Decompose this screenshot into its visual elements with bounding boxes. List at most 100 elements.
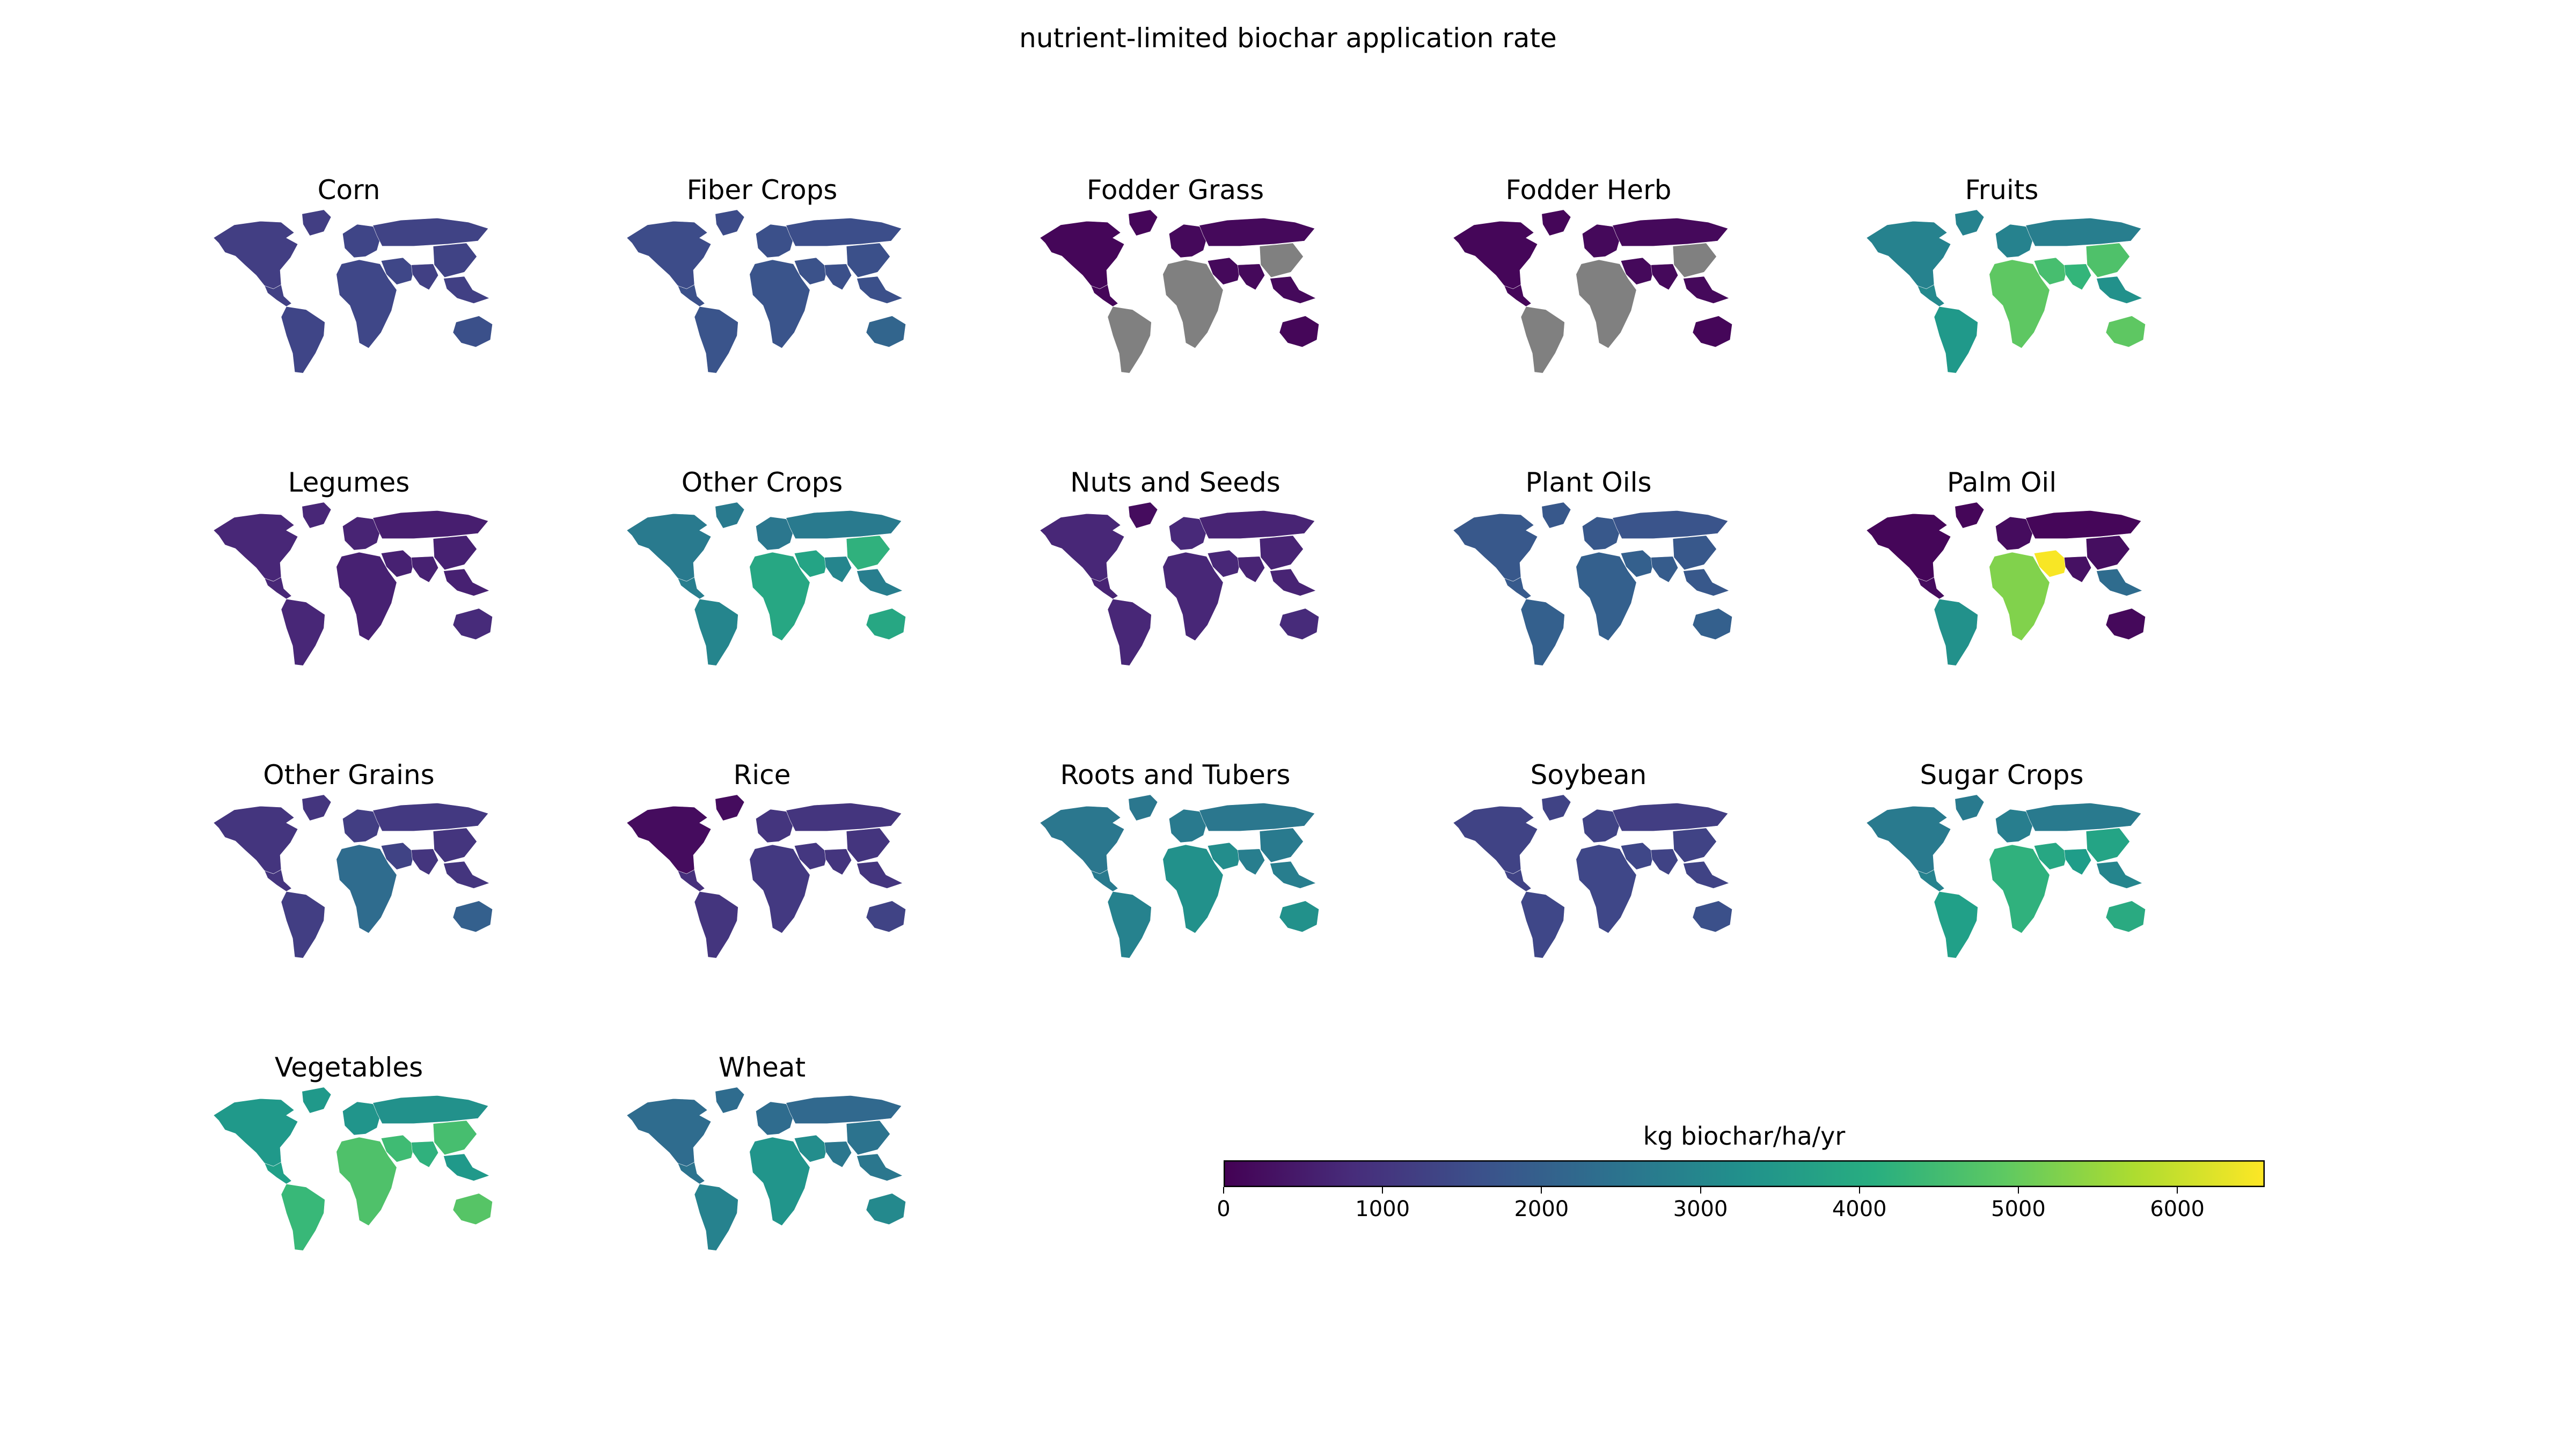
map-title: Legumes	[288, 467, 410, 498]
colorbar-tick	[1541, 1187, 1542, 1194]
map-title: Rice	[733, 759, 791, 791]
region-middle-east	[1620, 842, 1655, 870]
region-south-america	[1520, 598, 1565, 666]
region-russia	[1612, 510, 1729, 539]
region-africa	[1576, 844, 1637, 934]
region-europe	[1582, 809, 1621, 843]
map-title: Fruits	[1965, 174, 2039, 206]
region-greenland	[715, 502, 745, 529]
region-greenland	[302, 794, 332, 821]
region-north-america	[626, 221, 712, 289]
colorbar-tick-label: 3000	[1673, 1197, 1728, 1221]
world-map	[213, 209, 493, 374]
region-middle-east	[794, 257, 828, 285]
region-russia	[372, 1095, 489, 1124]
region-south-america	[1934, 891, 1978, 958]
region-south-america	[1520, 891, 1565, 958]
region-europe	[1582, 224, 1621, 258]
region-europe	[342, 1101, 382, 1136]
region-east-asia	[2085, 243, 2130, 278]
map-panel-fodder-grass: Fodder Grass	[1004, 174, 1347, 400]
region-middle-east	[1207, 550, 1241, 577]
world-map	[213, 1087, 493, 1251]
region-east-asia	[2085, 535, 2130, 570]
colorbar-tick-label: 6000	[2150, 1197, 2205, 1221]
region-southeast-asia	[2096, 276, 2143, 304]
region-africa	[1162, 844, 1224, 934]
region-middle-east	[794, 550, 828, 577]
region-oceania	[2105, 316, 2146, 348]
region-oceania	[1279, 901, 1319, 933]
world-map	[626, 1087, 906, 1251]
region-south-america	[281, 306, 325, 374]
region-east-asia	[433, 828, 477, 863]
region-south-america	[1934, 598, 1978, 666]
map-title: Palm Oil	[1946, 467, 2057, 498]
region-oceania	[452, 901, 493, 933]
colorbar-tick-label: 0	[1217, 1197, 1231, 1221]
region-south-asia	[411, 848, 439, 875]
region-north-america	[213, 513, 298, 582]
region-east-asia	[1259, 828, 1304, 863]
region-east-asia	[846, 828, 890, 863]
map-title: Wheat	[718, 1052, 806, 1083]
region-oceania	[452, 316, 493, 348]
region-east-asia	[1672, 535, 1717, 570]
region-south-america	[281, 891, 325, 958]
region-east-asia	[1259, 535, 1304, 570]
region-southeast-asia	[857, 568, 903, 596]
region-oceania	[1279, 608, 1319, 640]
region-central-america	[677, 577, 705, 599]
region-southeast-asia	[2096, 568, 2143, 596]
region-middle-east	[380, 1135, 415, 1162]
region-russia	[1199, 510, 1315, 539]
region-europe	[342, 809, 382, 843]
region-middle-east	[1620, 257, 1655, 285]
region-russia	[1612, 218, 1729, 246]
map-panel-plant-oils: Plant Oils	[1417, 467, 1760, 692]
region-east-asia	[1672, 828, 1717, 863]
region-south-asia	[2064, 264, 2092, 290]
region-middle-east	[794, 842, 828, 870]
region-greenland	[302, 502, 332, 529]
map-panel-vegetables: Vegetables	[177, 1052, 521, 1277]
map-title: Other Crops	[681, 467, 843, 498]
region-greenland	[302, 209, 332, 236]
region-africa	[749, 552, 810, 641]
region-east-asia	[1259, 243, 1304, 278]
world-map	[1453, 794, 1732, 958]
region-middle-east	[1207, 842, 1241, 870]
region-africa	[1576, 259, 1637, 349]
region-south-asia	[411, 264, 439, 290]
region-europe	[756, 809, 795, 843]
region-east-asia	[846, 535, 890, 570]
colorbar-tick	[1700, 1187, 1701, 1194]
region-middle-east	[380, 842, 415, 870]
region-central-america	[1091, 284, 1118, 307]
region-east-asia	[846, 243, 890, 278]
region-southeast-asia	[857, 276, 903, 304]
region-south-america	[694, 1183, 738, 1251]
region-greenland	[1541, 209, 1571, 236]
region-oceania	[452, 1193, 493, 1225]
region-north-america	[213, 1098, 298, 1167]
region-middle-east	[2033, 550, 2068, 577]
map-title: Soybean	[1530, 759, 1647, 791]
region-greenland	[1955, 502, 1985, 529]
colorbar-ticks: 0 1000 2000 3000 4000 5000 6000	[1217, 1187, 2265, 1221]
region-europe	[1995, 516, 2035, 551]
region-oceania	[1692, 608, 1732, 640]
region-central-america	[264, 577, 292, 599]
region-southeast-asia	[1270, 861, 1316, 889]
region-europe	[756, 224, 795, 258]
map-panel-fiber-crops: Fiber Crops	[590, 174, 934, 400]
region-south-asia	[824, 556, 852, 583]
region-oceania	[1692, 316, 1732, 348]
region-russia	[786, 803, 902, 831]
region-middle-east	[1207, 257, 1241, 285]
region-north-america	[1040, 806, 1125, 874]
region-europe	[756, 1101, 795, 1136]
region-east-asia	[1672, 243, 1717, 278]
colorbar-tick-label: 2000	[1514, 1197, 1569, 1221]
region-oceania	[452, 608, 493, 640]
